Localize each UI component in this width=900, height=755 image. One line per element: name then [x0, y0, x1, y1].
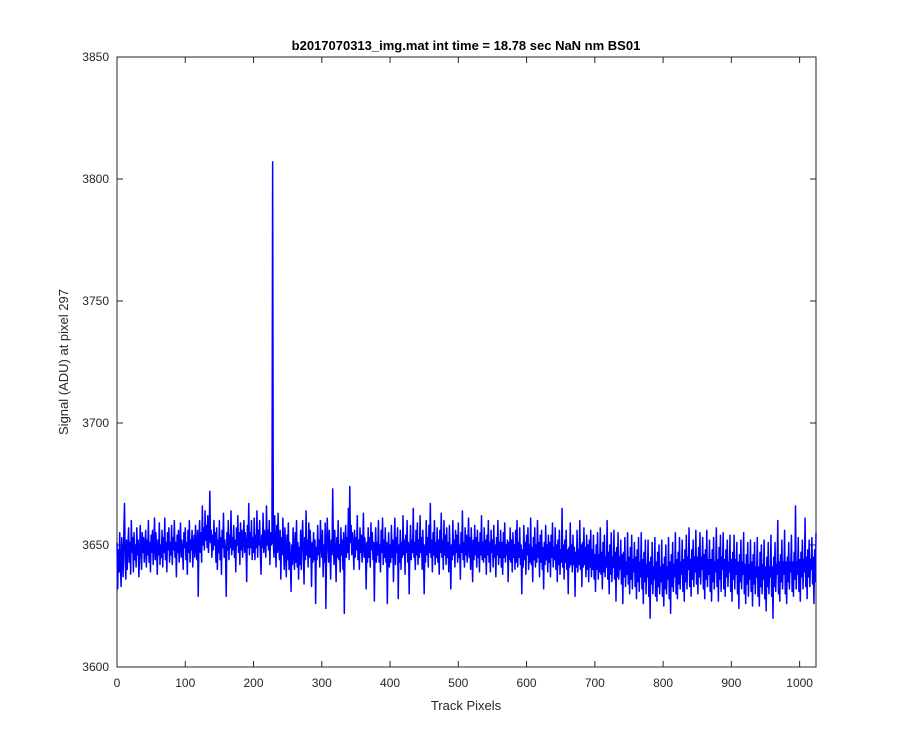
x-tick-label: 400 [380, 676, 400, 690]
y-tick-label: 3750 [82, 294, 109, 308]
x-tick-label: 800 [653, 676, 673, 690]
x-axis-ticks: 0 100 200 300 400 500 600 700 800 900 1000 [114, 57, 813, 690]
y-tick-label: 3850 [82, 50, 109, 64]
y-axis-label: Signal (ADU) at pixel 297 [56, 289, 71, 435]
x-tick-label: 1000 [786, 676, 813, 690]
y-tick-label: 3800 [82, 172, 109, 186]
x-tick-label: 300 [312, 676, 332, 690]
y-axis-ticks: 3600 3650 3700 3750 3800 3850 [82, 50, 816, 674]
series-layer [116, 161, 817, 619]
y-tick-label: 3600 [82, 660, 109, 674]
x-tick-label: 600 [517, 676, 537, 690]
chart-title: b2017070313_img.mat int time = 18.78 sec… [292, 38, 641, 53]
x-axis-label: Track Pixels [431, 698, 502, 713]
x-tick-label: 100 [175, 676, 195, 690]
series-line [116, 161, 817, 619]
x-tick-label: 200 [244, 676, 264, 690]
y-tick-label: 3650 [82, 538, 109, 552]
x-tick-label: 500 [448, 676, 468, 690]
x-tick-label: 700 [585, 676, 605, 690]
x-tick-label: 900 [721, 676, 741, 690]
y-tick-label: 3700 [82, 416, 109, 430]
x-tick-label: 0 [114, 676, 121, 690]
